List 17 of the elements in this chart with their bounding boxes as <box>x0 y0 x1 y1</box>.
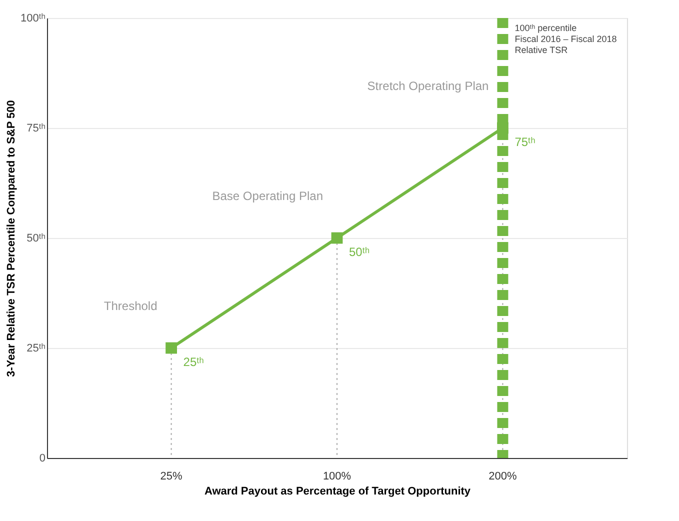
data-label: 25ᵗʰ <box>183 355 204 369</box>
annotation: Stretch Operating Plan <box>367 79 489 93</box>
data-label: 50ᵗʰ <box>349 245 370 259</box>
y-tick-label: 50ᵗʰ <box>26 232 46 244</box>
y-tick-label: 75ᵗʰ <box>26 122 46 134</box>
annotation: Base Operating Plan <box>212 189 323 203</box>
x-tick-label: 25% <box>160 470 183 482</box>
y-axis-title: 3-Year Relative TSR Percentile Compared to S&P 500 <box>6 100 18 377</box>
x-axis-title: Award Payout as Percentage of Target Opportunity <box>204 486 472 498</box>
x-tick-label: 200% <box>488 470 517 482</box>
y-tick-label: 0 <box>39 452 46 464</box>
x-tick-label: 100% <box>322 470 352 482</box>
y-tick-label: 25ᵗʰ <box>26 342 46 354</box>
ref-line-label: 100ᵗʰ percentile Fiscal 2016 – Fiscal 2018 Relative TSR <box>514 23 617 55</box>
data-label: 75ᵗʰ <box>514 135 536 149</box>
annotation: Threshold <box>104 299 158 313</box>
y-tick-label: 100ᵗʰ <box>20 12 46 24</box>
